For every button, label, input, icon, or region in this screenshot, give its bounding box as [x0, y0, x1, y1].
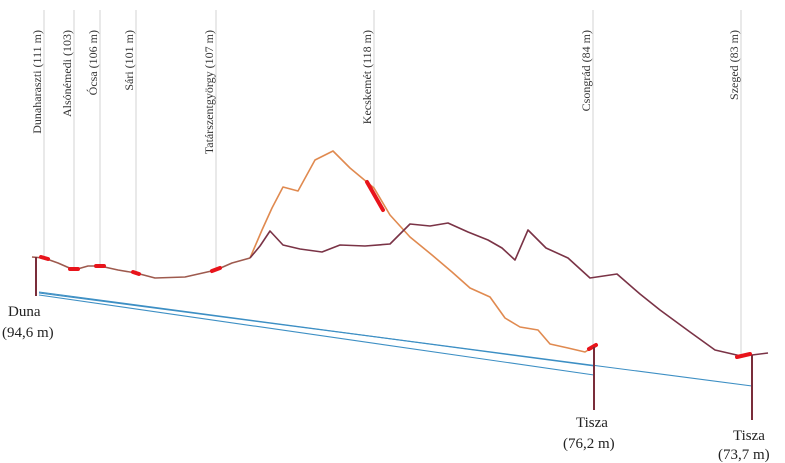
water-line-to-csongrad-lower: [38, 294, 595, 376]
town-label-dunaharaszti: Dunaharaszti (111 m): [30, 30, 44, 134]
river-label-tisza-csongrad-elevation: (76,2 m): [563, 436, 615, 452]
water-line-to-szeged: [38, 292, 753, 387]
river-labels: Duna (94,6 m) Tisza (76,2 m) Tisza (73,7…: [2, 304, 770, 463]
marker-dunaharaszti: [39, 255, 50, 261]
river-label-duna-name: Duna: [8, 304, 41, 320]
town-label-ocsa: Ócsa (106 m): [86, 30, 100, 95]
town-markers: [39, 180, 752, 359]
marker-kecskemet: [365, 180, 385, 212]
town-labels: Dunaharaszti (111 m) Alsónémedi (103) Óc…: [30, 30, 741, 154]
town-label-sari: Sári (101 m): [122, 30, 136, 91]
marker-tatarszentgyorgy: [210, 266, 222, 273]
town-label-kecskemet: Kecskemét (118 m): [360, 30, 374, 124]
river-label-duna-elevation: (94,6 m): [2, 325, 54, 341]
marker-szeged: [735, 352, 752, 359]
water-level-lines: [38, 291, 753, 387]
town-label-szeged: Szeged (83 m): [727, 30, 741, 100]
town-guide-lines: [43, 10, 742, 355]
town-label-alsonemedi: Alsónémedi (103): [60, 30, 74, 117]
profile-line-to-csongrad: [249, 150, 594, 353]
river-label-tisza-csongrad-name: Tisza: [576, 415, 608, 431]
town-label-csongrad: Csongrád (84 m): [579, 30, 593, 111]
river-cuts: [35, 257, 753, 420]
river-label-tisza-szeged-name: Tisza: [733, 428, 765, 444]
marker-sari: [131, 270, 141, 276]
marker-csongrad: [587, 343, 598, 351]
town-label-tatarszentgyorgy: Tatárszentgyörgy (107 m): [202, 30, 216, 154]
profile-line-to-szeged: [249, 222, 769, 357]
river-label-tisza-szeged-elevation: (73,7 m): [718, 447, 770, 463]
